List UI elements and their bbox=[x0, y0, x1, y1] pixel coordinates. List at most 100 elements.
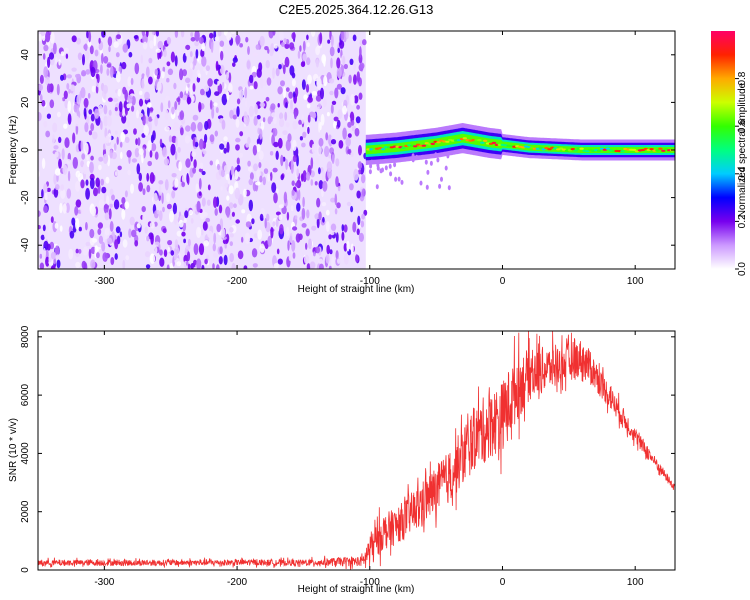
noise-speckle bbox=[58, 158, 62, 169]
noise-speckle bbox=[227, 176, 231, 185]
noise-speckle bbox=[358, 169, 362, 175]
noise-speckle bbox=[124, 190, 128, 198]
noise-speckle bbox=[341, 224, 345, 232]
noise-speckle bbox=[71, 217, 76, 226]
noise-speckle bbox=[56, 83, 60, 96]
noise-speckle bbox=[207, 78, 213, 87]
noise-speckle bbox=[147, 106, 150, 117]
noise-speckle bbox=[115, 226, 121, 234]
noise-speckle bbox=[292, 120, 299, 130]
noise-speckle bbox=[291, 189, 295, 196]
noise-speckle bbox=[297, 50, 301, 59]
noise-speckle bbox=[221, 119, 226, 130]
noise-speckle bbox=[100, 64, 103, 74]
noise-speckle bbox=[150, 233, 154, 245]
noise-speckle bbox=[308, 238, 312, 250]
noise-speckle bbox=[151, 263, 156, 269]
noise-speckle bbox=[187, 238, 191, 247]
noise-speckle bbox=[275, 150, 279, 160]
noise-speckle bbox=[127, 120, 130, 128]
noise-speckle bbox=[138, 172, 142, 182]
noise-speckle bbox=[355, 116, 361, 124]
noise-speckle bbox=[363, 209, 368, 216]
noise-speckle bbox=[335, 158, 340, 167]
noise-speckle bbox=[155, 48, 161, 53]
noise-speckle bbox=[83, 97, 89, 108]
noise-speckle bbox=[96, 252, 100, 259]
noise-speckle bbox=[195, 49, 199, 59]
noise-speckle bbox=[200, 88, 205, 96]
noise-speckle bbox=[302, 131, 307, 138]
noise-speckle bbox=[315, 58, 319, 68]
noise-speckle bbox=[118, 101, 123, 113]
noise-speckle bbox=[149, 221, 155, 229]
noise-speckle bbox=[89, 177, 95, 190]
noise-speckle bbox=[43, 120, 48, 128]
noise-speckle bbox=[82, 163, 88, 175]
noise-speckle bbox=[106, 63, 112, 68]
noise-speckle bbox=[356, 104, 360, 110]
spectrogram-x-tick-label: 100 bbox=[627, 276, 644, 287]
noise-speckle bbox=[219, 246, 223, 255]
noise-speckle bbox=[334, 193, 338, 206]
noise-speckle bbox=[252, 52, 258, 57]
noise-speckle bbox=[311, 112, 317, 119]
noise-speckle bbox=[108, 45, 111, 53]
noise-speckle bbox=[196, 258, 202, 269]
signal-stray bbox=[425, 184, 429, 190]
noise-speckle bbox=[63, 123, 68, 129]
noise-speckle bbox=[126, 150, 132, 158]
noise-speckle bbox=[41, 100, 46, 107]
noise-speckle bbox=[171, 190, 176, 199]
noise-speckle bbox=[277, 137, 283, 149]
noise-speckle bbox=[336, 83, 342, 90]
noise-speckle bbox=[278, 214, 283, 221]
snr-y-tick-label: 2000 bbox=[20, 500, 31, 523]
signal-peak bbox=[588, 148, 593, 151]
noise-speckle bbox=[116, 136, 119, 145]
snr-frame bbox=[37, 330, 676, 571]
noise-speckle bbox=[54, 222, 59, 229]
noise-speckle bbox=[78, 226, 82, 232]
noise-speckle bbox=[305, 242, 308, 250]
noise-speckle bbox=[307, 114, 311, 123]
noise-speckle bbox=[331, 256, 335, 268]
noise-speckle bbox=[273, 115, 277, 125]
noise-speckle bbox=[230, 165, 234, 176]
noise-speckle bbox=[167, 100, 171, 109]
noise-speckle bbox=[357, 215, 361, 226]
noise-speckle bbox=[143, 124, 149, 136]
noise-speckle bbox=[198, 101, 202, 113]
noise-speckle bbox=[336, 119, 341, 128]
noise-speckle bbox=[235, 219, 240, 224]
noise-speckle bbox=[306, 103, 311, 109]
noise-speckle bbox=[87, 92, 91, 99]
noise-speckle bbox=[229, 252, 235, 263]
noise-speckle bbox=[259, 128, 263, 140]
noise-speckle bbox=[174, 151, 178, 161]
noise-speckle bbox=[189, 51, 193, 58]
noise-speckle bbox=[39, 253, 43, 259]
noise-speckle bbox=[349, 58, 354, 65]
noise-speckle bbox=[241, 209, 246, 214]
noise-speckle bbox=[243, 111, 248, 124]
noise-speckle bbox=[80, 179, 85, 189]
noise-speckle bbox=[55, 254, 61, 260]
signal-peak bbox=[631, 148, 637, 151]
noise-speckle bbox=[97, 228, 102, 235]
noise-speckle bbox=[350, 205, 354, 213]
noise-speckle bbox=[357, 161, 363, 170]
noise-speckle bbox=[194, 40, 200, 47]
snr-y-label: SNR (10 * v/v) bbox=[8, 418, 19, 482]
noise-speckle bbox=[259, 213, 264, 221]
noise-speckle bbox=[142, 188, 146, 196]
noise-speckle bbox=[229, 214, 232, 220]
signal-peak bbox=[401, 146, 406, 149]
noise-speckle bbox=[127, 76, 132, 87]
noise-speckle bbox=[329, 90, 334, 96]
noise-speckle bbox=[264, 217, 267, 229]
noise-speckle bbox=[81, 153, 86, 160]
noise-speckle bbox=[62, 164, 68, 175]
noise-speckle bbox=[282, 130, 288, 136]
noise-speckle bbox=[48, 222, 52, 232]
